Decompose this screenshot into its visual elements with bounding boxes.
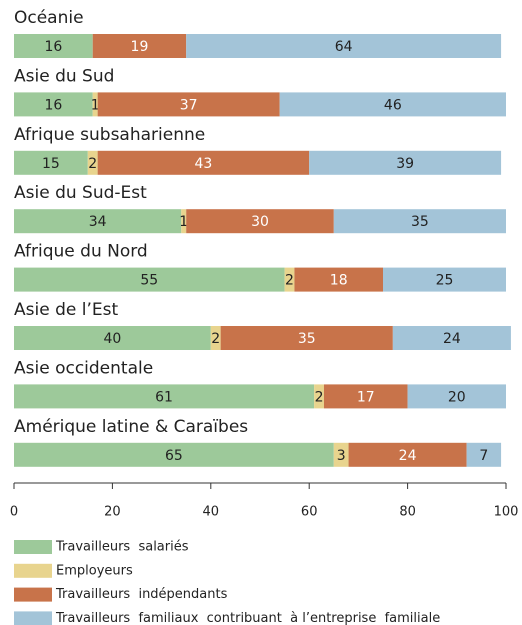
data-label: 3 (337, 448, 346, 464)
category-label: Océanie (14, 8, 84, 28)
category-label: Asie du Sud (14, 66, 114, 86)
data-label: 15 (42, 156, 60, 172)
bar-segment (333, 209, 506, 234)
data-label: 34 (89, 214, 107, 230)
data-label: 55 (140, 273, 158, 289)
data-label: 25 (436, 273, 454, 289)
category-label: Asie du Sud-Est (14, 183, 147, 203)
data-label: 17 (357, 389, 375, 405)
data-label: 7 (479, 448, 488, 464)
x-tick-label: 20 (104, 505, 121, 520)
bar-segment (294, 267, 383, 292)
bar-segment (466, 442, 502, 467)
bar-segment (14, 92, 93, 117)
bar-segment (14, 267, 285, 292)
legend-swatch (14, 587, 52, 602)
bar-segment (210, 326, 221, 350)
data-label: 18 (330, 273, 348, 289)
bar-segment (14, 150, 88, 175)
bar-segment (14, 442, 334, 467)
data-label: 16 (44, 97, 62, 113)
category-label: Afrique du Nord (14, 242, 148, 262)
x-tick-label: 60 (301, 505, 318, 520)
data-label: 61 (155, 389, 173, 405)
data-label: 64 (335, 39, 353, 55)
bar-segment (309, 150, 502, 175)
bar-segment (14, 209, 182, 234)
legend-label: Travailleurs salariés (55, 540, 189, 555)
category-label: Asie de l’Est (14, 300, 118, 320)
data-label: 46 (384, 97, 402, 113)
bar-segment (279, 92, 506, 117)
data-label: 39 (396, 156, 414, 172)
category-label: Amérique latine & Caraïbes (14, 417, 248, 437)
x-tick-label: 100 (494, 505, 519, 520)
bar-segment (14, 384, 315, 409)
bar-segment (186, 34, 502, 58)
bar-segment (92, 92, 98, 117)
bar-segment (284, 267, 295, 292)
x-tick-label: 40 (203, 505, 220, 520)
legend-swatch (14, 611, 52, 625)
data-label: 40 (103, 331, 121, 347)
data-label: 2 (88, 156, 97, 172)
data-label: 2 (211, 331, 220, 347)
data-label: 43 (195, 156, 213, 172)
bar-segment (181, 209, 187, 234)
bar-segment (348, 442, 467, 467)
bar-segment (407, 384, 506, 409)
data-label: 2 (315, 389, 324, 405)
data-label: 19 (131, 39, 149, 55)
bar-segment (333, 442, 349, 467)
category-label: Afrique subsaharienne (14, 125, 205, 145)
data-label: 35 (298, 331, 316, 347)
data-label: 24 (399, 448, 417, 464)
bar-segment (14, 34, 93, 58)
bar-segment (97, 92, 280, 117)
data-label: 1 (179, 214, 188, 230)
data-label: 1 (91, 97, 100, 113)
bar-segment (92, 34, 187, 58)
data-label: 24 (443, 331, 461, 347)
legend-swatch (14, 540, 52, 554)
bar-segment (314, 384, 324, 409)
bar-segment (186, 209, 334, 234)
data-label: 65 (165, 448, 183, 464)
bar-segment (87, 150, 98, 175)
bar-segment (97, 150, 310, 175)
data-label: 35 (411, 214, 429, 230)
x-tick-label: 80 (399, 505, 416, 520)
bar-segment (383, 267, 506, 292)
legend-label: Employeurs (56, 563, 133, 578)
bar-segment (392, 326, 511, 350)
bar-segment (220, 326, 393, 350)
x-tick-label: 0 (10, 505, 18, 520)
data-label: 16 (44, 39, 62, 55)
data-label: 2 (285, 273, 294, 289)
legend-label: Travailleurs indépendants (55, 587, 228, 602)
data-label: 20 (448, 389, 466, 405)
legend-label: Travailleurs familiaux contribuant à l’e… (55, 611, 440, 625)
data-label: 37 (180, 97, 198, 113)
data-label: 30 (251, 214, 269, 230)
category-label: Asie occidentale (14, 358, 153, 378)
bar-segment (323, 384, 408, 409)
bar-segment (14, 326, 211, 350)
legend-swatch (14, 563, 52, 578)
